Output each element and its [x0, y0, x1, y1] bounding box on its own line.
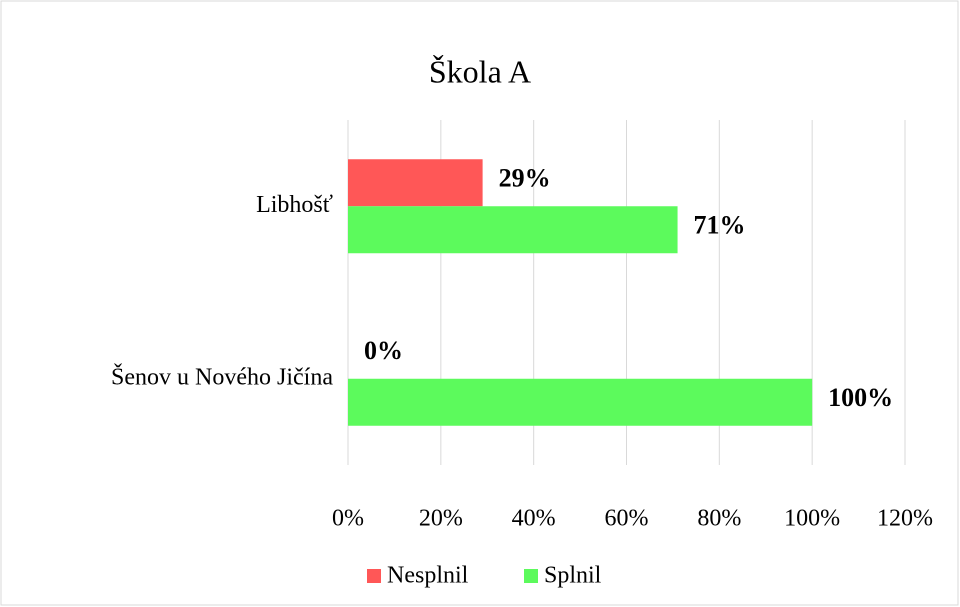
value-label: 29%: [499, 164, 551, 193]
y-tick-label: Libhošť: [256, 192, 333, 218]
bar: [348, 159, 483, 207]
x-tick-label: 20%: [419, 506, 463, 532]
legend-label: Nesplnil: [387, 563, 469, 589]
bar: [348, 206, 678, 254]
x-tick-label: 60%: [605, 506, 649, 532]
x-tick-label: 0%: [332, 506, 364, 532]
legend-swatch: [524, 569, 538, 583]
bar: [348, 378, 813, 426]
value-label: 0%: [364, 336, 403, 365]
chart-title: Škola A: [429, 53, 531, 89]
y-tick-label: Šenov u Nového Jičína: [111, 363, 333, 390]
x-tick-label: 80%: [697, 506, 741, 532]
x-tick-label: 100%: [784, 506, 840, 532]
x-tick-label: 40%: [512, 506, 556, 532]
legend-label: Splnil: [544, 563, 602, 589]
value-label: 100%: [828, 383, 893, 412]
legend-swatch: [367, 569, 381, 583]
x-tick-label: 120%: [877, 506, 933, 532]
value-label: 71%: [694, 211, 746, 240]
